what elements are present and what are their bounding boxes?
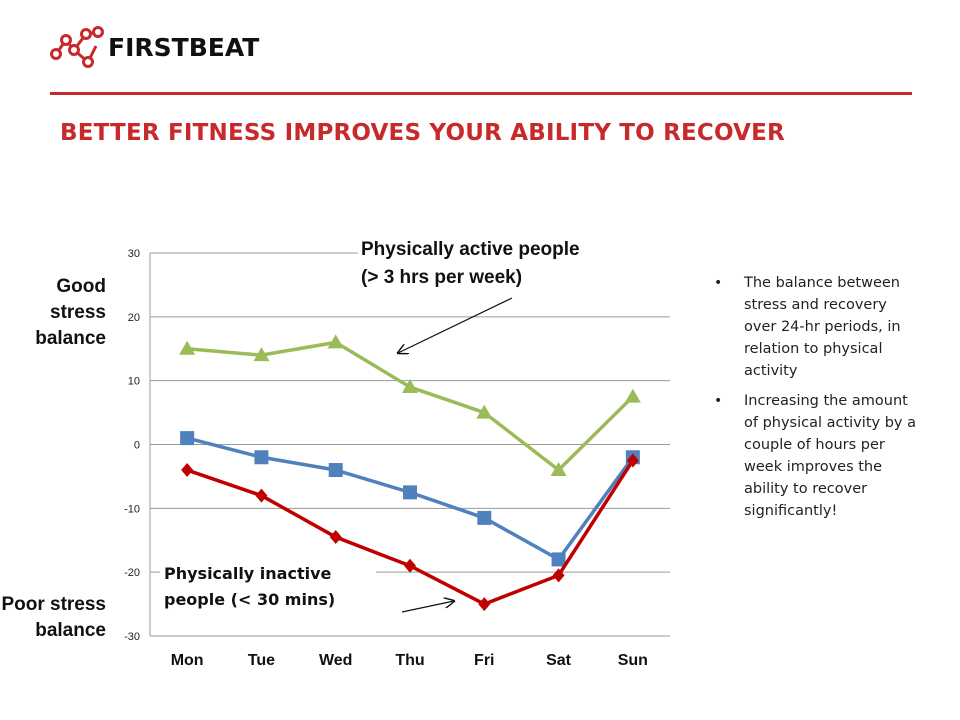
active-annotation-line1: Physically active people [361,239,580,260]
inactive-point [255,488,268,503]
x-tick-label: Wed [319,652,352,669]
inactive-point [404,558,416,573]
x-tick-label: Fri [474,652,494,669]
middle-point [477,510,492,525]
bullet-dot-icon: • [714,393,723,409]
y-tick-label: -20 [124,567,140,579]
active-point [476,404,493,419]
x-tick-label: Mon [171,652,204,669]
inactive-point [626,453,639,468]
inactive-point [552,568,565,583]
x-tick-label: Sun [618,652,648,669]
header-divider [50,92,912,95]
y-tick-label: 10 [128,376,140,388]
inactive-annotation-arrow [401,601,454,613]
key-point: • The balance between stress and recovery… [712,272,922,382]
x-tick-label: Thu [395,652,424,669]
firstbeat-logo [50,26,104,68]
y-tick-label: 30 [128,248,140,260]
active-point [179,340,196,355]
y-tick-label: -30 [124,631,140,643]
active-annotation-line2: (> 3 hrs per week) [361,267,523,288]
middle-point [254,450,269,465]
inactive-point [478,597,491,612]
poor-stress-balance-label: Poor stress balance [1,594,106,641]
y-tick-label: -10 [124,503,140,515]
middle-point [328,463,343,478]
inactive-annotation-line1: Physically inactive [164,564,332,583]
bullet-dot-icon: • [714,275,723,291]
inactive-annotation-line2: people (< 30 mins) [164,590,336,609]
active-annotation-arrow [398,297,513,353]
active-point [402,379,418,394]
active-people-annotation: Physically active people (> 3 hrs per we… [358,236,671,292]
brand-name: FIRSTBEAT [108,33,260,62]
y-tick-label: 0 [134,440,140,452]
middle-point [180,431,195,446]
active-point [550,462,567,477]
inactive-point [329,530,342,545]
page-title: BETTER FITNESS IMPROVES YOUR ABILITY TO … [60,120,785,146]
middle-point [551,552,566,567]
y-tick-label: 20 [128,312,140,324]
x-tick-label: Tue [248,652,275,669]
inactive-people-annotation: Physically inactive people (< 30 mins) [160,561,376,613]
active-point [327,334,344,349]
key-points-list: • The balance between stress and recovery… [712,272,922,530]
middle-point [403,485,417,500]
inactive-point [181,463,194,478]
key-point-text: Increasing the amount of physical activi… [744,393,916,519]
active-point [253,347,270,362]
x-tick-label: Sat [546,652,572,669]
key-point-text: The balance between stress and recovery … [744,275,901,379]
key-point: • Increasing the amount of physical activ… [712,390,922,522]
active-point [624,388,641,403]
good-stress-balance-label: Good stress balance [35,276,106,349]
